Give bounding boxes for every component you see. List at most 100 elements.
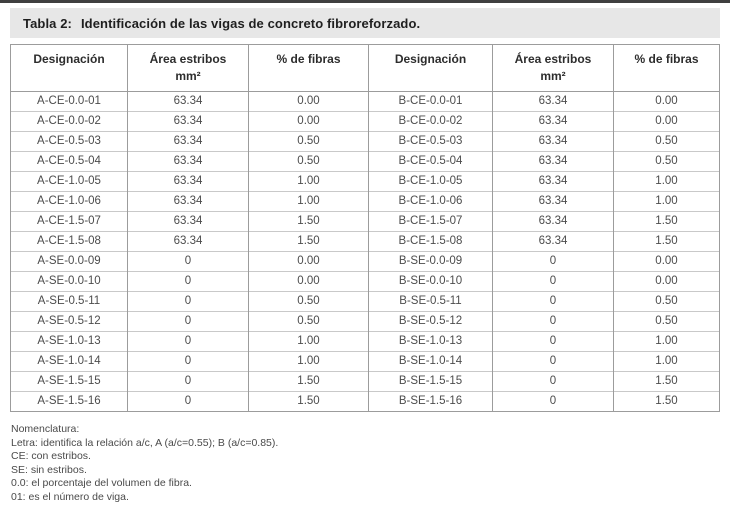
column-header-unit <box>11 68 127 85</box>
table-cell-area-estribos: 63.34 <box>127 191 249 212</box>
table-cell-area-estribos: 0 <box>127 251 249 272</box>
table-cell-fibras: 0.50 <box>248 131 369 152</box>
column-header-label: % de fibras <box>276 52 341 66</box>
table-caption-label: Tabla 2: <box>23 15 72 31</box>
table-cell-designacion: A-SE-0.5-12 <box>10 311 128 332</box>
table-cell-designacion: B-SE-1.5-16 <box>368 391 493 412</box>
table-cell-designacion: A-CE-0.5-03 <box>10 131 128 152</box>
table-cell-fibras: 0.50 <box>613 131 720 152</box>
table-cell-designacion: B-SE-1.5-15 <box>368 371 493 392</box>
table-cell-designacion: B-CE-0.0-01 <box>368 91 493 112</box>
table-cell-fibras: 0.50 <box>613 291 720 312</box>
table-cell-fibras: 1.50 <box>613 211 720 232</box>
table-row: A-CE-0.5-03 63.34 0.50 B-CE-0.5-03 63.34… <box>10 131 720 152</box>
top-divider-rule <box>0 0 730 3</box>
table-cell-fibras: 1.50 <box>248 211 369 232</box>
table-cell-area-estribos: 63.34 <box>127 231 249 252</box>
footnote-line: SE: sin estribos. <box>11 463 87 476</box>
table-row: A-SE-0.5-11 0 0.50 B-SE-0.5-11 0 0.50 <box>10 291 720 312</box>
table-cell-designacion: B-CE-0.0-02 <box>368 111 493 132</box>
column-header-fibras-a: % de fibras <box>248 44 369 92</box>
table-cell-area-estribos: 63.34 <box>492 111 614 132</box>
beam-identification-table: Designación Área estribos mm² % de fibra… <box>10 44 720 412</box>
table-cell-designacion: A-CE-0.0-01 <box>10 91 128 112</box>
table-cell-designacion: A-SE-1.0-14 <box>10 351 128 372</box>
table-cell-area-estribos: 0 <box>127 271 249 292</box>
table-cell-fibras: 0.00 <box>248 251 369 272</box>
table-cell-area-estribos: 0 <box>492 391 614 412</box>
table-cell-designacion: B-SE-0.5-12 <box>368 311 493 332</box>
table-cell-designacion: B-CE-0.5-03 <box>368 131 493 152</box>
table-cell-fibras: 0.00 <box>613 91 720 112</box>
table-cell-area-estribos: 0 <box>127 371 249 392</box>
table-cell-fibras: 1.50 <box>613 231 720 252</box>
table-cell-fibras: 1.50 <box>248 391 369 412</box>
table-cell-fibras: 0.50 <box>248 151 369 172</box>
table-cell-fibras: 1.00 <box>613 171 720 192</box>
table-row: A-SE-0.0-09 0 0.00 B-SE-0.0-09 0 0.00 <box>10 251 720 272</box>
table-row: A-SE-1.5-16 0 1.50 B-SE-1.5-16 0 1.50 <box>10 391 720 412</box>
table-cell-area-estribos: 63.34 <box>127 91 249 112</box>
table-cell-fibras: 1.00 <box>248 191 369 212</box>
table-cell-fibras: 1.00 <box>613 351 720 372</box>
table-cell-area-estribos: 0 <box>492 251 614 272</box>
table-cell-area-estribos: 63.34 <box>127 211 249 232</box>
table-cell-fibras: 0.00 <box>248 111 369 132</box>
table-cell-fibras: 1.00 <box>613 331 720 352</box>
table-row: A-SE-0.5-12 0 0.50 B-SE-0.5-12 0 0.50 <box>10 311 720 332</box>
table-cell-area-estribos: 63.34 <box>492 191 614 212</box>
table-cell-designacion: A-SE-0.0-10 <box>10 271 128 292</box>
table-cell-area-estribos: 0 <box>127 351 249 372</box>
table-cell-fibras: 0.50 <box>613 311 720 332</box>
table-cell-fibras: 0.50 <box>248 311 369 332</box>
table-body: A-CE-0.0-01 63.34 0.00 B-CE-0.0-01 63.34… <box>10 91 720 412</box>
table-cell-fibras: 1.50 <box>613 371 720 392</box>
column-header-unit <box>249 68 368 85</box>
column-header-unit: mm² <box>175 69 201 83</box>
table-cell-designacion: A-CE-0.0-02 <box>10 111 128 132</box>
column-header-label: Área estribos <box>149 52 227 66</box>
table-row: A-SE-0.0-10 0 0.00 B-SE-0.0-10 0 0.00 <box>10 271 720 292</box>
table-row: A-CE-1.0-06 63.34 1.00 B-CE-1.0-06 63.34… <box>10 191 720 212</box>
table-row: A-SE-1.0-14 0 1.00 B-SE-1.0-14 0 1.00 <box>10 351 720 372</box>
table-cell-designacion: A-CE-1.5-07 <box>10 211 128 232</box>
table-cell-fibras: 1.50 <box>248 231 369 252</box>
table-cell-fibras: 1.00 <box>613 191 720 212</box>
table-cell-area-estribos: 0 <box>127 311 249 332</box>
table-cell-area-estribos: 63.34 <box>127 151 249 172</box>
column-header-area-estribos-a: Área estribos mm² <box>127 44 249 92</box>
table-cell-designacion: B-SE-0.0-09 <box>368 251 493 272</box>
table-cell-designacion: A-SE-0.0-09 <box>10 251 128 272</box>
table-row: A-SE-1.5-15 0 1.50 B-SE-1.5-15 0 1.50 <box>10 371 720 392</box>
table-cell-area-estribos: 0 <box>127 391 249 412</box>
table-cell-designacion: A-CE-1.5-08 <box>10 231 128 252</box>
table-cell-fibras: 1.00 <box>248 171 369 192</box>
column-header-label: Designación <box>33 52 105 66</box>
table-cell-fibras: 1.00 <box>248 351 369 372</box>
table-cell-fibras: 0.00 <box>248 91 369 112</box>
table-cell-fibras: 0.00 <box>613 111 720 132</box>
table-cell-area-estribos: 63.34 <box>127 111 249 132</box>
table-cell-designacion: B-CE-1.5-08 <box>368 231 493 252</box>
table-cell-area-estribos: 63.34 <box>492 91 614 112</box>
table-cell-area-estribos: 63.34 <box>492 211 614 232</box>
table-cell-fibras: 1.50 <box>613 391 720 412</box>
column-header-label: Designación <box>394 52 467 66</box>
table-row: A-CE-0.0-01 63.34 0.00 B-CE-0.0-01 63.34… <box>10 91 720 112</box>
table-cell-area-estribos: 0 <box>492 311 614 332</box>
table-cell-fibras: 0.50 <box>613 151 720 172</box>
table-cell-area-estribos: 63.34 <box>492 131 614 152</box>
table-cell-designacion: B-SE-1.0-13 <box>368 331 493 352</box>
table-cell-fibras: 0.50 <box>248 291 369 312</box>
table-row: A-CE-1.5-07 63.34 1.50 B-CE-1.5-07 63.34… <box>10 211 720 232</box>
table-row: A-CE-1.5-08 63.34 1.50 B-CE-1.5-08 63.34… <box>10 231 720 252</box>
table-row: A-CE-0.0-02 63.34 0.00 B-CE-0.0-02 63.34… <box>10 111 720 132</box>
column-header-unit: mm² <box>540 69 566 83</box>
footnote-line: CE: con estribos. <box>11 450 91 462</box>
column-header-unit <box>614 68 719 85</box>
table-cell-fibras: 0.00 <box>248 271 369 292</box>
table-cell-designacion: A-CE-1.0-06 <box>10 191 128 212</box>
table-cell-area-estribos: 63.34 <box>127 171 249 192</box>
table-row: A-CE-0.5-04 63.34 0.50 B-CE-0.5-04 63.34… <box>10 151 720 172</box>
table-header: Designación Área estribos mm² % de fibra… <box>10 44 720 92</box>
